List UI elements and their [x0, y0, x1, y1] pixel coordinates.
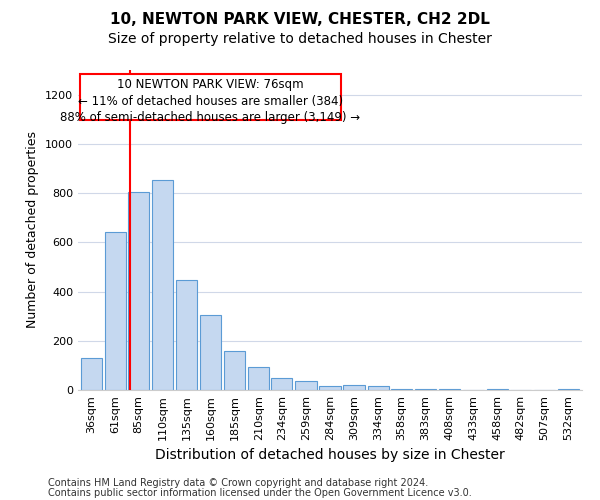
Bar — [128, 192, 149, 390]
Bar — [152, 180, 173, 390]
Text: 10 NEWTON PARK VIEW: 76sqm: 10 NEWTON PARK VIEW: 76sqm — [117, 78, 304, 92]
Bar — [391, 389, 412, 390]
Text: ← 11% of detached houses are smaller (384): ← 11% of detached houses are smaller (38… — [77, 94, 343, 108]
Bar — [105, 232, 126, 390]
Bar — [319, 386, 341, 390]
Bar — [343, 385, 365, 390]
Text: 10, NEWTON PARK VIEW, CHESTER, CH2 2DL: 10, NEWTON PARK VIEW, CHESTER, CH2 2DL — [110, 12, 490, 28]
Text: Contains public sector information licensed under the Open Government Licence v3: Contains public sector information licen… — [48, 488, 472, 498]
Bar — [176, 280, 197, 390]
Bar — [248, 366, 269, 390]
Bar — [295, 380, 317, 390]
Bar — [224, 350, 245, 390]
Y-axis label: Number of detached properties: Number of detached properties — [26, 132, 40, 328]
Bar — [200, 315, 221, 390]
Bar — [415, 389, 436, 390]
Bar — [271, 378, 292, 390]
Bar — [439, 389, 460, 390]
FancyBboxPatch shape — [80, 74, 341, 120]
Text: Contains HM Land Registry data © Crown copyright and database right 2024.: Contains HM Land Registry data © Crown c… — [48, 478, 428, 488]
Bar — [368, 386, 389, 390]
Text: 88% of semi-detached houses are larger (3,149) →: 88% of semi-detached houses are larger (… — [60, 111, 361, 124]
Bar — [81, 358, 102, 390]
Bar — [558, 389, 579, 390]
Bar — [487, 389, 508, 390]
Text: Size of property relative to detached houses in Chester: Size of property relative to detached ho… — [108, 32, 492, 46]
X-axis label: Distribution of detached houses by size in Chester: Distribution of detached houses by size … — [155, 448, 505, 462]
